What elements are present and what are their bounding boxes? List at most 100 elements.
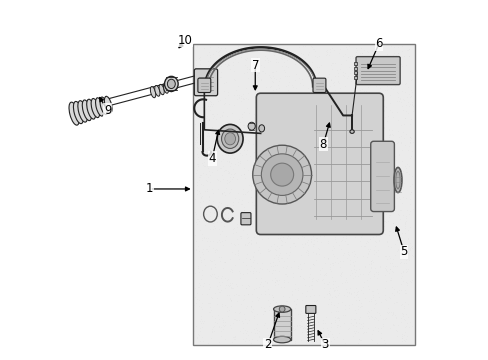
Point — [373, 325, 381, 331]
Point — [380, 219, 388, 224]
Point — [238, 96, 246, 102]
Point — [205, 197, 213, 203]
Point — [356, 45, 364, 51]
Point — [320, 104, 327, 109]
Point — [320, 229, 328, 234]
Point — [350, 294, 358, 300]
Point — [332, 186, 340, 192]
Point — [332, 294, 340, 300]
Point — [295, 75, 303, 81]
Point — [256, 97, 264, 103]
Point — [215, 76, 223, 82]
Point — [286, 125, 294, 131]
Point — [386, 73, 394, 79]
Point — [259, 305, 267, 311]
Point — [212, 219, 220, 225]
Point — [240, 69, 247, 75]
Point — [377, 70, 385, 76]
Point — [362, 134, 369, 140]
Point — [348, 259, 356, 265]
Point — [271, 208, 279, 213]
Point — [339, 166, 347, 172]
Point — [303, 90, 310, 96]
Point — [198, 307, 205, 312]
Point — [224, 93, 232, 98]
Point — [367, 48, 375, 54]
Ellipse shape — [154, 85, 160, 96]
Point — [356, 301, 364, 306]
Point — [296, 134, 304, 139]
Point — [344, 121, 351, 126]
Point — [309, 303, 317, 309]
Point — [206, 205, 214, 211]
Point — [250, 257, 258, 263]
Point — [404, 143, 412, 149]
Point — [346, 261, 353, 267]
Point — [370, 314, 378, 320]
Point — [279, 94, 287, 100]
Point — [402, 279, 409, 285]
Point — [196, 195, 204, 201]
Point — [386, 107, 393, 113]
Point — [358, 115, 366, 121]
Point — [406, 191, 413, 197]
Point — [385, 153, 393, 159]
Point — [306, 271, 314, 277]
Point — [204, 144, 212, 150]
Point — [223, 216, 231, 221]
Point — [219, 88, 227, 94]
Point — [276, 169, 284, 175]
Point — [268, 204, 276, 210]
Point — [384, 206, 392, 212]
Point — [404, 111, 411, 116]
Point — [342, 180, 349, 186]
Point — [260, 96, 268, 102]
Point — [277, 227, 285, 233]
Point — [377, 330, 385, 336]
Text: 7: 7 — [251, 59, 259, 72]
Point — [398, 278, 406, 283]
Point — [360, 243, 367, 249]
Point — [301, 240, 308, 246]
Point — [249, 177, 257, 183]
Point — [349, 129, 357, 135]
Point — [380, 87, 388, 93]
Point — [304, 327, 311, 333]
Point — [336, 246, 344, 252]
Point — [292, 296, 300, 302]
Point — [303, 52, 311, 58]
Point — [207, 101, 215, 107]
Point — [288, 131, 296, 137]
Point — [272, 277, 280, 283]
Point — [244, 317, 252, 323]
Point — [244, 140, 252, 146]
Point — [275, 319, 283, 325]
Point — [204, 116, 212, 122]
Point — [278, 56, 285, 62]
Point — [210, 225, 218, 231]
Point — [196, 61, 203, 67]
Point — [285, 320, 292, 326]
Point — [401, 89, 408, 95]
Point — [263, 198, 271, 204]
Point — [325, 265, 333, 270]
Point — [391, 158, 399, 163]
Point — [408, 253, 416, 259]
Point — [405, 196, 413, 202]
Point — [365, 153, 373, 158]
Point — [232, 156, 240, 161]
Point — [300, 94, 307, 100]
Point — [348, 223, 356, 229]
Point — [362, 277, 370, 283]
Point — [265, 260, 273, 266]
Point — [337, 196, 345, 202]
Point — [270, 282, 278, 288]
Point — [314, 251, 322, 257]
Point — [368, 314, 376, 320]
Point — [209, 138, 217, 144]
Point — [290, 121, 298, 126]
Point — [397, 273, 405, 279]
Point — [339, 320, 347, 326]
Point — [319, 140, 327, 146]
Point — [300, 276, 307, 282]
